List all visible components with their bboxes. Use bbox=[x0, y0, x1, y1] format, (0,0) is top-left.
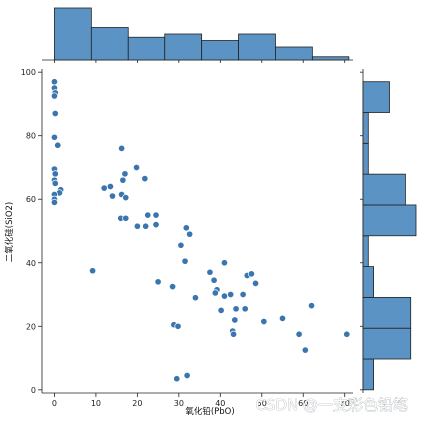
data-point bbox=[230, 330, 238, 338]
data-point bbox=[343, 330, 351, 338]
data-point bbox=[239, 290, 247, 299]
data-point bbox=[191, 294, 199, 302]
x-tick-label: 40 bbox=[215, 399, 225, 408]
data-point bbox=[121, 170, 129, 178]
scatter-plot-area: 0 10 20 30 40 50 60 70 0 20 40 60 80 100 bbox=[21, 68, 353, 408]
data-point bbox=[169, 283, 177, 291]
data-point bbox=[118, 144, 126, 152]
top-hist-bar bbox=[311, 56, 350, 61]
x-tick-label: 20 bbox=[132, 399, 142, 408]
data-point bbox=[227, 290, 235, 299]
y-tick-label: 100 bbox=[21, 68, 36, 77]
data-point bbox=[232, 305, 240, 313]
top-marginal-histogram bbox=[42, 7, 353, 63]
right-hist-bar bbox=[362, 112, 369, 144]
data-point bbox=[50, 78, 58, 86]
data-point bbox=[307, 302, 316, 310]
watermark-text: CSDN @一支彩色铅笔 bbox=[255, 396, 408, 414]
top-hist-bar bbox=[127, 36, 166, 61]
y-tick-label: 0 bbox=[31, 386, 36, 395]
top-hist-bar bbox=[90, 27, 129, 61]
x-tick-label: 30 bbox=[174, 399, 184, 408]
y-tick-label: 80 bbox=[26, 132, 36, 141]
data-point bbox=[50, 198, 58, 206]
x-axis-label: 氧化铅(PbO) bbox=[185, 406, 234, 417]
data-point bbox=[51, 179, 59, 187]
x-tick-label: 60 bbox=[298, 399, 308, 408]
data-point bbox=[50, 92, 58, 100]
data-point bbox=[206, 268, 214, 276]
top-hist-bar bbox=[164, 33, 203, 61]
data-point bbox=[173, 375, 181, 383]
data-point bbox=[106, 182, 114, 191]
right-hist-bar bbox=[362, 142, 369, 175]
data-point bbox=[183, 371, 191, 380]
data-point bbox=[89, 267, 97, 275]
data-point bbox=[51, 109, 59, 118]
data-point bbox=[177, 241, 185, 249]
data-point bbox=[217, 306, 225, 314]
right-hist-bar bbox=[362, 204, 417, 237]
x-tick-label: 70 bbox=[340, 399, 350, 408]
data-point bbox=[133, 222, 141, 230]
data-point bbox=[122, 194, 130, 202]
data-point bbox=[295, 330, 303, 338]
scatter-points bbox=[50, 78, 351, 383]
top-hist-bar bbox=[275, 46, 313, 61]
data-point bbox=[54, 141, 62, 149]
y-tick-label: 40 bbox=[26, 259, 36, 268]
top-hist-bar bbox=[238, 33, 276, 61]
right-hist-bar bbox=[362, 81, 390, 113]
right-hist-bar bbox=[362, 296, 412, 329]
data-point bbox=[122, 214, 130, 222]
data-point bbox=[186, 230, 194, 238]
x-axis-ticks: 0 10 20 30 40 50 60 70 bbox=[52, 393, 350, 408]
y-axis-label: 二氧化硅(SiO2) bbox=[4, 202, 15, 263]
data-point bbox=[50, 133, 58, 141]
right-hist-bar bbox=[362, 266, 375, 298]
data-point bbox=[51, 170, 59, 178]
data-point bbox=[231, 316, 239, 324]
data-point bbox=[241, 305, 249, 313]
right-marginal-histogram bbox=[360, 69, 417, 393]
data-point bbox=[220, 259, 229, 267]
data-point bbox=[152, 211, 160, 219]
data-point bbox=[181, 257, 189, 265]
data-point bbox=[154, 278, 162, 286]
data-point bbox=[119, 176, 127, 184]
y-tick-label: 20 bbox=[26, 322, 36, 331]
data-point bbox=[144, 211, 152, 219]
data-point bbox=[100, 184, 108, 192]
data-point bbox=[220, 292, 229, 300]
data-point bbox=[278, 314, 287, 322]
data-point bbox=[247, 270, 255, 278]
right-hist-bar bbox=[362, 327, 412, 360]
data-point bbox=[260, 317, 268, 326]
data-point bbox=[174, 322, 182, 330]
y-tick-label: 60 bbox=[26, 195, 36, 204]
data-point bbox=[210, 276, 218, 284]
y-axis-ticks: 0 20 40 60 80 100 bbox=[21, 68, 42, 395]
x-tick-label: 10 bbox=[91, 399, 101, 408]
axes-frame bbox=[41, 69, 353, 394]
top-hist-bar bbox=[54, 7, 92, 61]
right-hist-bar bbox=[362, 235, 369, 267]
data-point bbox=[211, 289, 219, 297]
data-point bbox=[142, 222, 150, 230]
x-tick-label: 50 bbox=[257, 399, 267, 408]
x-tick-label: 0 bbox=[52, 399, 57, 408]
data-point bbox=[152, 221, 160, 229]
data-point bbox=[301, 346, 309, 354]
data-point bbox=[132, 163, 141, 172]
data-point bbox=[141, 175, 149, 183]
data-point bbox=[182, 224, 190, 232]
top-hist-bar bbox=[201, 40, 239, 61]
data-point bbox=[108, 192, 117, 200]
data-point bbox=[252, 279, 260, 287]
right-hist-bar bbox=[362, 173, 406, 206]
right-hist-bar bbox=[362, 358, 375, 391]
